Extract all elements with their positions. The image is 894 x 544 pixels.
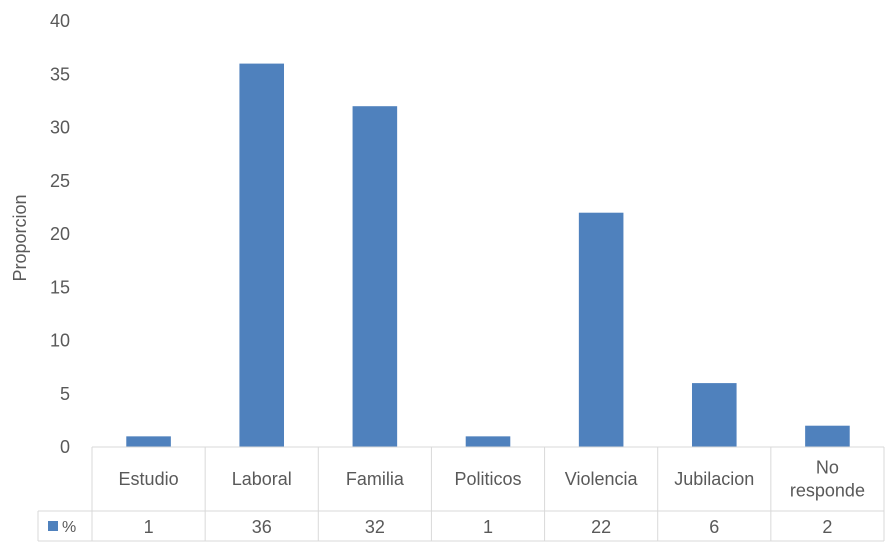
data-value-label: 1 bbox=[483, 517, 493, 537]
bar bbox=[465, 436, 511, 447]
data-value-label: 6 bbox=[709, 517, 719, 537]
data-value-label: 36 bbox=[252, 517, 272, 537]
bars bbox=[126, 63, 850, 447]
bar bbox=[239, 63, 285, 447]
y-tick-label: 30 bbox=[50, 118, 70, 138]
data-value-label: 1 bbox=[144, 517, 154, 537]
category-label: Laboral bbox=[232, 469, 292, 489]
legend-label: % bbox=[62, 519, 76, 536]
category-label: Violencia bbox=[565, 469, 639, 489]
y-tick-label: 35 bbox=[50, 64, 70, 84]
category-label: Jubilacion bbox=[674, 469, 754, 489]
y-tick-label: 15 bbox=[50, 277, 70, 297]
data-value-label: 2 bbox=[822, 517, 832, 537]
bar bbox=[126, 436, 171, 447]
category-label: No bbox=[816, 458, 839, 478]
data-value-label: 22 bbox=[591, 517, 611, 537]
y-tick-label: 0 bbox=[60, 437, 70, 457]
y-tick-label: 20 bbox=[50, 224, 70, 244]
category-label: Estudio bbox=[119, 469, 179, 489]
y-tick-label: 5 bbox=[60, 384, 70, 404]
y-tick-label: 40 bbox=[50, 11, 70, 31]
y-axis-title: Proporcion bbox=[10, 194, 30, 281]
legend-swatch bbox=[48, 521, 58, 531]
category-label: Politicos bbox=[454, 469, 521, 489]
category-label: Familia bbox=[346, 469, 405, 489]
bar bbox=[805, 425, 850, 447]
bar bbox=[691, 383, 737, 447]
data-table: Estudio Laboral Familia Politicos Violencia J… bbox=[37, 446, 885, 542]
bar bbox=[578, 212, 624, 447]
y-tick-label: 25 bbox=[50, 171, 70, 191]
y-axis: 0 5 10 15 20 25 30 35 40 bbox=[50, 11, 70, 457]
bar bbox=[352, 106, 398, 447]
data-value-label: 32 bbox=[365, 517, 385, 537]
category-label: responde bbox=[790, 481, 865, 501]
y-tick-label: 10 bbox=[50, 331, 70, 351]
